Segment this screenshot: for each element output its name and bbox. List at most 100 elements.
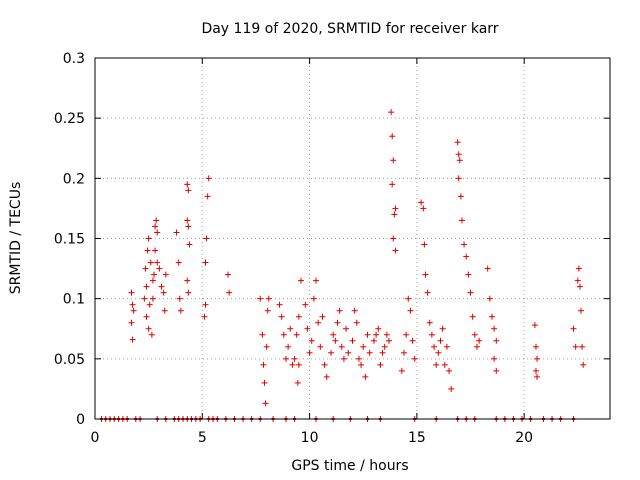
data-point (148, 331, 155, 338)
data-point (144, 247, 151, 254)
data-point (534, 373, 541, 380)
data-point (421, 241, 428, 248)
data-point (152, 247, 159, 254)
data-point (225, 271, 232, 278)
data-point (185, 289, 192, 296)
data-point (572, 343, 579, 350)
data-point (579, 343, 586, 350)
data-point (390, 157, 397, 164)
data-point (176, 295, 183, 302)
data-point (153, 217, 160, 224)
data-point (574, 277, 581, 284)
data-point (411, 355, 418, 362)
data-point (259, 331, 266, 338)
data-point (205, 175, 212, 182)
data-point (491, 355, 498, 362)
data-point (358, 361, 365, 368)
data-point (389, 181, 396, 188)
data-point (578, 307, 585, 314)
chart-title: Day 119 of 2020, SRMTID for receiver kar… (201, 21, 498, 37)
data-point (293, 331, 300, 338)
data-points (99, 109, 587, 422)
data-point (177, 307, 184, 314)
data-point (278, 313, 285, 320)
data-point (576, 283, 583, 290)
data-point (580, 361, 587, 368)
data-point (437, 337, 444, 344)
data-point (145, 235, 152, 242)
data-point (392, 205, 399, 212)
data-point (407, 307, 414, 314)
data-point (295, 361, 302, 368)
data-point (306, 349, 313, 356)
data-point (185, 223, 192, 230)
data-point (152, 223, 159, 230)
data-point (383, 331, 390, 338)
data-point (486, 295, 493, 302)
data-point (265, 295, 272, 302)
data-point (398, 367, 405, 374)
data-point (465, 271, 472, 278)
data-point (570, 325, 577, 332)
data-point (491, 325, 498, 332)
data-point (147, 259, 154, 266)
data-point (319, 313, 326, 320)
data-point (282, 355, 289, 362)
data-point (156, 265, 163, 272)
data-point (204, 193, 211, 200)
data-point (313, 277, 320, 284)
data-point (403, 331, 410, 338)
data-point (128, 289, 135, 296)
data-point (446, 367, 453, 374)
data-point (458, 217, 465, 224)
data-point (302, 301, 309, 308)
data-point (334, 319, 341, 326)
data-point (143, 313, 150, 320)
data-point (390, 235, 397, 242)
x-tick-label: 10 (301, 430, 319, 446)
data-point (161, 307, 168, 314)
data-point (439, 325, 446, 332)
y-tick-label: 0.05 (54, 352, 85, 368)
data-point (308, 337, 315, 344)
x-tick-label: 15 (408, 430, 426, 446)
data-point (304, 325, 311, 332)
data-point (202, 259, 209, 266)
data-point (149, 295, 156, 302)
data-point (391, 211, 398, 218)
data-point (186, 241, 193, 248)
data-point (493, 367, 500, 374)
data-point (146, 301, 153, 308)
data-point (469, 313, 476, 320)
data-point (184, 217, 191, 224)
data-point (428, 331, 435, 338)
data-point (175, 259, 182, 266)
data-point (345, 349, 352, 356)
data-point (531, 322, 538, 329)
data-point (532, 343, 539, 350)
plot-frame (94, 57, 611, 420)
data-point (260, 361, 267, 368)
data-point (173, 229, 180, 236)
data-point (142, 265, 149, 272)
data-point (448, 385, 455, 392)
data-point (291, 355, 298, 362)
data-point (364, 331, 371, 338)
y-tick-label: 0.25 (54, 111, 85, 127)
data-point (431, 343, 438, 350)
data-point (370, 337, 377, 344)
grid (95, 58, 610, 419)
y-tick-label: 0.1 (63, 292, 85, 308)
data-point (575, 265, 582, 272)
data-point (261, 379, 268, 386)
data-point (405, 295, 412, 302)
data-point (336, 307, 343, 314)
data-point (295, 313, 302, 320)
data-point (373, 331, 380, 338)
y-tick-label: 0.2 (63, 171, 85, 187)
data-point (418, 199, 425, 206)
data-point (343, 325, 350, 332)
y-axis-label: SRMTID / TECUs (8, 182, 24, 295)
